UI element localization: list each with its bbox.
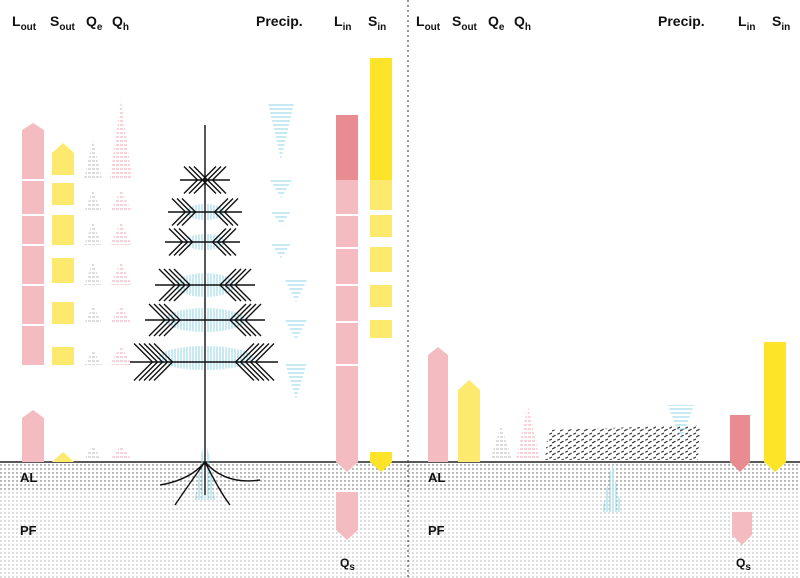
label-main: Q bbox=[514, 13, 525, 29]
input-header: Lin bbox=[334, 13, 351, 33]
label-main: Q bbox=[340, 556, 349, 570]
label-main: Q bbox=[488, 13, 499, 29]
label-sub: in bbox=[377, 22, 386, 33]
qs-arrow bbox=[336, 492, 358, 540]
label-main: Q bbox=[736, 556, 745, 570]
s-out-arrow bbox=[52, 452, 74, 462]
label-sub: out bbox=[59, 22, 75, 33]
flux-header: Sout bbox=[452, 13, 478, 33]
label-main: S bbox=[772, 13, 781, 29]
l-out-arrow bbox=[428, 347, 448, 462]
label-main: S bbox=[368, 13, 377, 29]
label-sub: e bbox=[499, 22, 505, 33]
qh-triangles bbox=[110, 100, 132, 460]
flux-header: Qe bbox=[488, 13, 505, 33]
precip-header: Precip. bbox=[658, 13, 705, 29]
flux-header: Lout bbox=[12, 13, 37, 33]
s-out-arrow bbox=[458, 380, 480, 462]
flux-header: Sout bbox=[50, 13, 76, 33]
l-in-arrow bbox=[730, 415, 750, 472]
layer-label: AL bbox=[428, 470, 445, 485]
label-main: Q bbox=[112, 13, 123, 29]
label-sub: out bbox=[21, 22, 37, 33]
label-sub: h bbox=[123, 22, 129, 33]
s-in-blocks bbox=[370, 180, 392, 338]
label-sub: in bbox=[781, 22, 790, 33]
label-sub: in bbox=[747, 22, 756, 33]
label-sub: out bbox=[425, 22, 441, 33]
input-header: Sin bbox=[772, 13, 790, 33]
s-in-arrow bbox=[764, 342, 786, 472]
qe-triangles bbox=[84, 140, 102, 460]
flux-header: Qe bbox=[86, 13, 103, 33]
layer-label: PF bbox=[428, 523, 445, 538]
label-sub: s bbox=[349, 562, 355, 573]
flux-header: Lout bbox=[416, 13, 441, 33]
vegetation bbox=[545, 425, 700, 460]
precip-triangles bbox=[268, 103, 307, 400]
l-in-top bbox=[336, 115, 358, 180]
active-layer bbox=[0, 462, 800, 492]
flux-header: Qh bbox=[514, 13, 531, 33]
precip-header: Precip. bbox=[256, 13, 303, 29]
s-out-arrow bbox=[52, 143, 74, 175]
qh-triangle bbox=[516, 405, 540, 460]
label-main: S bbox=[50, 13, 59, 29]
layer-label: PF bbox=[20, 523, 37, 538]
l-out-arrow bbox=[22, 410, 44, 462]
qe-triangle bbox=[490, 425, 512, 460]
label-sub: in bbox=[343, 22, 352, 33]
label-main: S bbox=[452, 13, 461, 29]
s-out-blocks bbox=[52, 183, 74, 365]
permafrost bbox=[0, 492, 800, 578]
input-header: Lin bbox=[738, 13, 755, 33]
diagram: LoutSoutQeQhPrecip.LinSinALPFQsLoutSoutQ… bbox=[0, 0, 800, 578]
label-sub: s bbox=[745, 562, 751, 573]
label-sub: h bbox=[525, 22, 531, 33]
label-sub: e bbox=[97, 22, 103, 33]
label-sub: out bbox=[461, 22, 477, 33]
s-in-top bbox=[370, 58, 392, 180]
input-header: Sin bbox=[368, 13, 386, 33]
layer-label: AL bbox=[20, 470, 37, 485]
flux-header: Qh bbox=[112, 13, 129, 33]
label-main: Q bbox=[86, 13, 97, 29]
